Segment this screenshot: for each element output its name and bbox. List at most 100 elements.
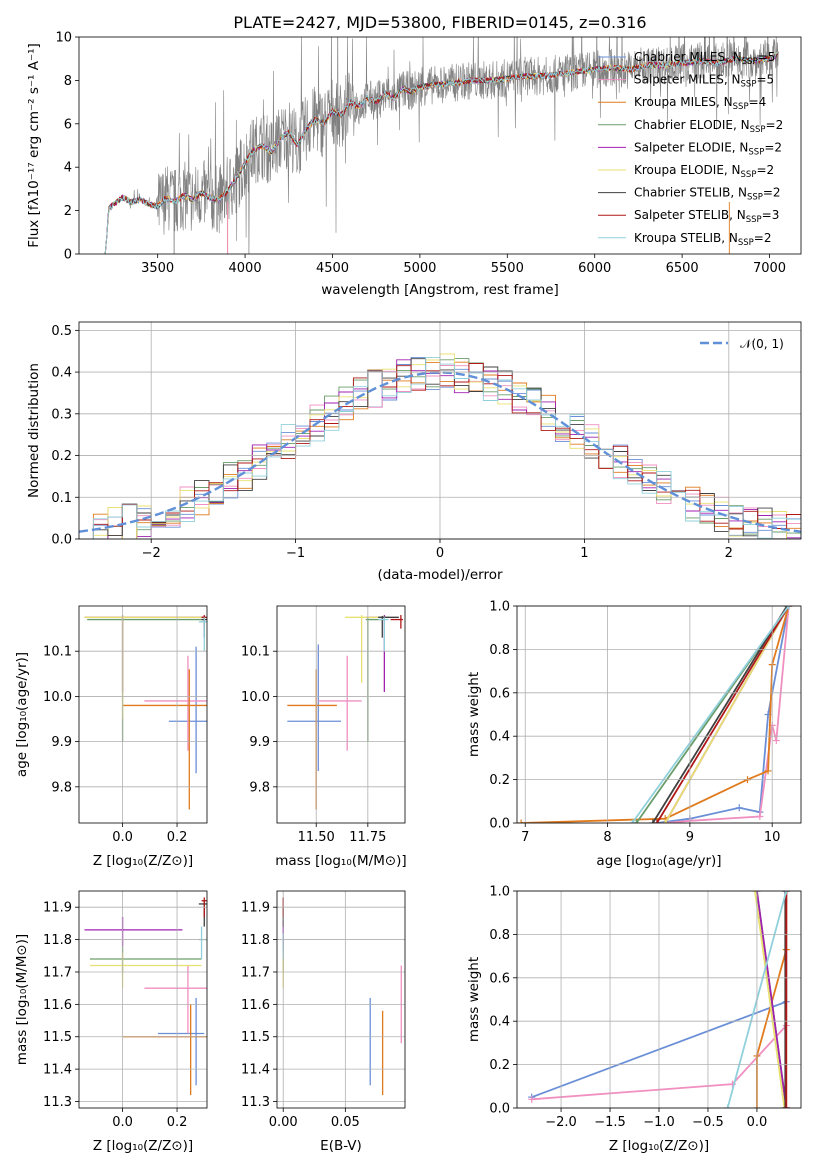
x-tick-label: 6000	[578, 261, 611, 276]
x-tick-label: 10	[764, 830, 781, 845]
legend-entry: Chabrier MILES, NSSP=5	[634, 50, 775, 67]
weight_vs_age-xlabel: age [log₁₀(age/yr)]	[596, 853, 721, 869]
weight-marker	[782, 1104, 790, 1108]
mass_vs_ebv-marks	[282, 897, 402, 1096]
y-tick-label: 9.9	[249, 735, 270, 750]
legend-entry-sub: SSP	[738, 238, 754, 248]
y-tick-label: 0.6	[489, 971, 510, 986]
normal-legend-label: 𝒩(0, 1)	[740, 337, 784, 351]
legend-entry: Salpeter STELIB, NSSP=3	[634, 208, 779, 225]
y-tick-label: 11.4	[43, 1063, 72, 1078]
legend-entry-text: Chabrier MILES, N	[634, 50, 742, 64]
residuals-plot	[75, 321, 802, 543]
legend-entry-sub: SSP	[741, 170, 757, 180]
age_vs_Z-xlabel: Z [log₁₀(Z/Z⊙)]	[93, 853, 193, 869]
legend-entry-count: =5	[758, 50, 776, 64]
weight_vs_age-marks	[517, 606, 793, 823]
x-tick-label: 7	[521, 830, 529, 845]
weight-line-kroupa-elodie	[664, 606, 790, 823]
axes-frame	[516, 890, 802, 1109]
weight-marker	[751, 891, 759, 895]
legend-entry: Kroupa MILES, NSSP=4	[634, 95, 766, 112]
histogram-kroupa-stelib	[79, 356, 801, 539]
spectrum-plot	[75, 36, 802, 258]
legend-entry-count: =3	[762, 208, 780, 222]
y-tick-label: 0.0	[489, 1102, 510, 1117]
legend-entry-count: =4	[749, 95, 767, 109]
legend-entry-sub: SSP	[741, 80, 757, 90]
x-tick-label: 5000	[403, 261, 436, 276]
legend-entry-text: Chabrier STELIB, N	[634, 186, 747, 200]
y-tick-label: 11.4	[241, 1063, 270, 1078]
y-tick-label: 11.5	[43, 1030, 72, 1045]
model-spectrum-kroupa-stelib	[104, 51, 779, 254]
y-tick-label: 0.2	[51, 449, 72, 464]
weight_vs_Z-marks	[528, 891, 790, 1108]
weight-marker	[772, 737, 780, 745]
x-tick-label: 9	[686, 830, 694, 845]
legend-entry-count: =2	[756, 163, 774, 177]
legend-entry: Kroupa ELODIE, NSSP=2	[634, 163, 774, 180]
x-tick-label: 11.75	[349, 830, 386, 845]
x-tick-label: 0.0	[112, 830, 133, 845]
weight-line-kroupa-elodie	[754, 891, 786, 1108]
x-tick-label: −2.0	[545, 1115, 577, 1130]
weight-marker	[780, 1104, 788, 1108]
legend-entry: Chabrier STELIB, NSSP=2	[634, 186, 781, 203]
y-tick-label: 0.4	[489, 1015, 510, 1030]
y-tick-label: 11.9	[241, 901, 270, 916]
axes-frame	[276, 890, 406, 1109]
legend-entry: Kroupa STELIB, NSSP=2	[634, 231, 772, 248]
axes-frame	[516, 605, 802, 824]
mass_vs_Z-ylabel: mass [log₁₀(M/M⊙)]	[14, 934, 30, 1065]
y-tick-label: 9.8	[51, 780, 72, 795]
x-tick-label: 0.2	[167, 830, 188, 845]
legend-entry-text: Salpeter STELIB, N	[634, 208, 746, 222]
y-tick-label: 11.6	[241, 998, 270, 1013]
weight-marker	[781, 1104, 789, 1108]
weight-line-chabrier-stelib	[652, 606, 788, 823]
weight-marker	[517, 819, 525, 823]
y-tick-label: 11.8	[241, 933, 270, 948]
y-tick-label: 11.5	[241, 1030, 270, 1045]
weight-line-salpeter-stelib	[656, 606, 790, 823]
legend-entry-count: =2	[766, 118, 784, 132]
spectrum-title: PLATE=2427, MJD=53800, FIBERID=0145, z=0…	[233, 13, 646, 32]
y-tick-label: 0.8	[489, 928, 510, 943]
y-tick-label: 11.7	[43, 965, 72, 980]
x-tick-label: 0.0	[112, 1115, 133, 1130]
legend-entry-count: =5	[756, 73, 774, 87]
age_vs_Z-ylabel: age [log₁₀(age/yr)]	[14, 652, 30, 777]
weight-marker	[649, 819, 657, 823]
weight_vs_age-plot	[513, 605, 802, 827]
y-tick-label: 1.0	[489, 600, 510, 615]
weight-marker	[764, 767, 772, 775]
x-tick-label: 4000	[229, 261, 262, 276]
y-tick-label: 0.5	[51, 324, 72, 339]
y-tick-label: 10.0	[43, 690, 72, 705]
x-tick-label: 0	[436, 546, 444, 561]
y-tick-label: 0	[64, 248, 72, 263]
y-tick-label: 0.2	[489, 1058, 510, 1073]
age_vs_mass-marks	[287, 615, 403, 810]
weight-marker	[782, 891, 790, 895]
x-tick-label: 6500	[666, 261, 699, 276]
axes-frame	[78, 321, 802, 540]
y-tick-label: 11.3	[43, 1095, 72, 1110]
y-tick-label: 10.0	[241, 690, 270, 705]
y-tick-label: 11.6	[43, 998, 72, 1013]
legend-entry-text: Kroupa ELODIE, N	[634, 163, 741, 177]
mass_vs_Z-marks	[84, 897, 207, 1096]
legend-entry-text: Kroupa MILES, N	[634, 95, 733, 109]
residuals-xlabel: (data-model)/error	[377, 567, 503, 583]
y-tick-label: 11.8	[43, 933, 72, 948]
observed-spectrum-line	[108, 37, 779, 254]
y-tick-label: 4	[64, 161, 72, 176]
y-tick-label: 2	[64, 204, 72, 219]
weight-marker	[724, 1104, 732, 1108]
weight-marker	[756, 812, 764, 820]
y-tick-label: 9.8	[249, 780, 270, 795]
age_vs_Z-marks	[84, 615, 207, 810]
mass_vs_Z-plot	[75, 890, 208, 1112]
weight-line-kroupa-stelib	[631, 606, 790, 823]
